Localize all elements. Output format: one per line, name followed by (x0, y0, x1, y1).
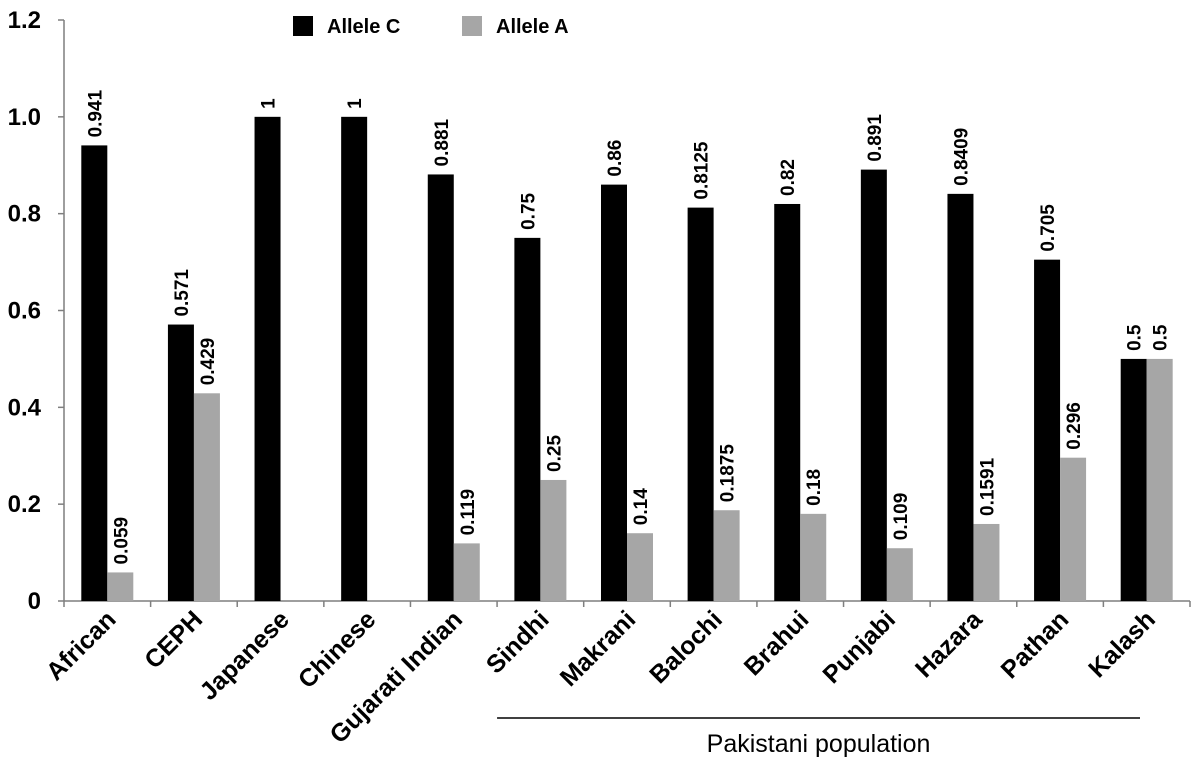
data-label: 0.705 (1038, 204, 1059, 252)
data-label: 0.18 (804, 469, 825, 506)
bar (947, 193, 974, 601)
data-label: 0.1591 (977, 457, 998, 516)
data-label: 0.8125 (692, 141, 713, 200)
data-label: 0.86 (605, 140, 626, 177)
bar (193, 393, 220, 601)
bar (427, 174, 454, 602)
bar (601, 184, 627, 601)
data-label: 1 (259, 98, 280, 109)
data-label: 0.296 (1064, 402, 1085, 450)
legend-label: Allele A (496, 16, 569, 38)
legend-swatch (462, 16, 482, 36)
data-label: 0.109 (891, 493, 912, 541)
data-label: 0.571 (172, 269, 193, 317)
legend-label: Allele C (327, 16, 400, 38)
bar (167, 324, 194, 601)
bar (687, 207, 714, 602)
category-label: Kalash (1083, 605, 1161, 683)
data-label: 0.14 (631, 488, 652, 525)
data-label: 0.059 (111, 517, 132, 565)
y-tick-label: 0.2 (8, 491, 41, 518)
category-label: Sindhi (481, 605, 555, 679)
group-label: Pakistani population (707, 730, 931, 758)
category-label: Chinese (293, 605, 382, 694)
data-label: 0.429 (198, 338, 219, 386)
data-label: 0.25 (544, 435, 565, 472)
category-label: Japanese (194, 605, 294, 705)
data-label: 0.75 (518, 192, 539, 229)
bar (973, 523, 1000, 601)
bar (107, 572, 134, 601)
y-tick-label: 0 (28, 588, 41, 615)
data-label: 0.1875 (718, 444, 739, 503)
bar (800, 513, 827, 601)
data-label: 0.5 (1125, 324, 1146, 351)
y-tick-label: 0.4 (8, 394, 42, 421)
data-label: 0.5 (1151, 324, 1172, 351)
bar (1060, 457, 1087, 601)
data-label: 0.119 (458, 489, 479, 536)
bar (1146, 358, 1173, 601)
data-label: 0.891 (865, 114, 886, 162)
data-label: 1 (345, 98, 366, 109)
bar (774, 203, 801, 601)
x-axis (63, 600, 1191, 607)
bar (1034, 259, 1061, 601)
bar (254, 116, 281, 601)
bar (341, 116, 368, 601)
category-label: Punjabi (817, 605, 901, 689)
legend: Allele C Allele A (293, 16, 569, 38)
y-tick-label: 0.8 (8, 201, 41, 228)
category-label: CEPH (139, 605, 208, 674)
bar (627, 533, 653, 601)
category-label: Pathan (996, 605, 1075, 684)
y-tick-label: 1.0 (8, 104, 41, 131)
bar (713, 510, 740, 601)
category-label: African (41, 605, 122, 686)
category-label: Brahui (739, 605, 815, 681)
data-label: 0.881 (432, 118, 453, 166)
bar (540, 479, 567, 601)
bar (886, 548, 913, 601)
y-tick-label: 0.6 (8, 298, 41, 325)
bar (514, 237, 541, 601)
y-tick-label: 1.2 (8, 7, 41, 34)
category-label: Hazara (910, 605, 989, 684)
data-label: 0.8409 (951, 128, 972, 186)
legend-swatch (293, 16, 313, 36)
group-annotation: Pakistani population (497, 717, 1140, 758)
bar (81, 145, 108, 601)
data-label: 0.941 (85, 89, 106, 137)
data-label: 0.82 (778, 159, 799, 196)
category-label: Balochi (644, 605, 728, 689)
bar (453, 543, 480, 601)
bars (81, 116, 1173, 602)
bar (1120, 358, 1147, 601)
y-axis: 0 0.2 0.4 0.6 0.8 1.0 1.2 (8, 7, 65, 615)
data-labels: 0.941 0.571 1 1 0.881 0.75 0.86 0.8125 0.82 0.891… (85, 89, 1171, 564)
bar (860, 169, 887, 602)
category-label: Makrani (555, 605, 642, 692)
